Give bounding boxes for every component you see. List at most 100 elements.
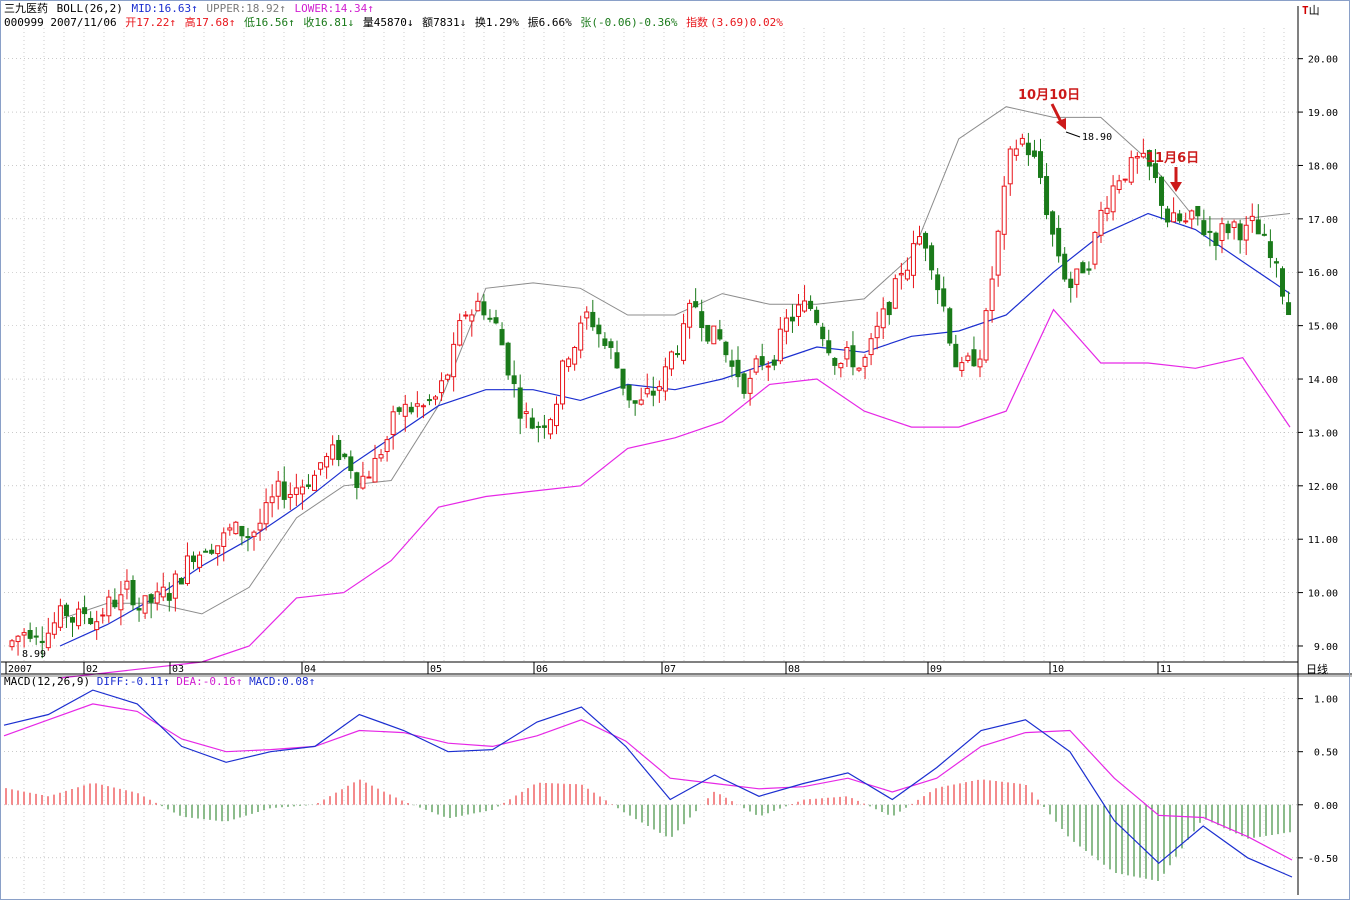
candle-up — [330, 444, 336, 460]
candle-up — [1098, 209, 1104, 236]
candle-down — [239, 525, 245, 537]
candle-up — [644, 388, 650, 395]
candle-down — [63, 604, 69, 617]
candle-up — [451, 343, 457, 378]
y-tick-label: 20.00 — [1308, 55, 1338, 66]
candle-up — [1243, 224, 1249, 241]
candle-down — [789, 316, 795, 322]
candle-down — [70, 617, 75, 623]
candle-up — [263, 502, 269, 525]
period-label: 日线 — [1306, 662, 1328, 676]
candle-up — [560, 360, 566, 405]
candle-down — [245, 536, 251, 539]
logo-mark: T — [1302, 4, 1309, 17]
annotation-nov6: 11月6日 — [1146, 151, 1199, 166]
candle-down — [602, 338, 608, 346]
candle-down — [596, 324, 602, 335]
candle-down — [112, 599, 118, 608]
candle-down — [1044, 176, 1050, 216]
candle-down — [1025, 142, 1031, 156]
candle-down — [832, 357, 838, 366]
candle-up — [1219, 223, 1225, 241]
candle-down — [27, 630, 33, 639]
candle-up — [1189, 210, 1195, 220]
mid-label: MID:16.63↑ — [131, 2, 198, 15]
candle-down — [929, 245, 935, 271]
candle-up — [656, 386, 662, 391]
y-tick-label: 15.00 — [1308, 322, 1338, 333]
candle-up — [753, 358, 759, 373]
upper-band-line — [59, 106, 1291, 620]
candle-down — [130, 580, 136, 606]
candle-up — [1128, 157, 1134, 183]
candle-up — [584, 311, 590, 319]
candle-down — [626, 384, 632, 401]
candle-up — [844, 347, 850, 360]
candle-down — [590, 311, 596, 328]
candle-up — [457, 320, 463, 346]
candle-down — [971, 349, 977, 367]
candle-up — [989, 278, 995, 311]
candle-down — [336, 439, 342, 461]
candle-up — [898, 273, 904, 276]
candle-down — [305, 484, 311, 487]
candle-down — [281, 481, 287, 500]
amplitude-label: 振6.66% — [527, 16, 572, 29]
x-tick-label: 05 — [430, 664, 442, 675]
diff-label: DIFF:-0.11↑ — [96, 675, 170, 688]
low-price-label: 8.99 — [22, 649, 46, 660]
candle-up — [856, 367, 862, 371]
candle-down — [1255, 219, 1261, 235]
candle-up — [257, 522, 263, 531]
candle-up — [765, 365, 771, 368]
candle-down — [348, 456, 354, 471]
candle-up — [572, 347, 578, 365]
candle-up — [366, 476, 372, 479]
candle-up — [160, 586, 166, 598]
candle-down — [953, 343, 959, 368]
candle-up — [1092, 231, 1098, 265]
candle-down — [759, 356, 765, 366]
candle-down — [33, 635, 39, 638]
candle-up — [868, 338, 874, 356]
candle-down — [1225, 223, 1231, 234]
turnover-label: 换1.29% — [474, 16, 519, 29]
candle-up — [1104, 207, 1110, 214]
candle-up — [184, 555, 190, 584]
candle-up — [15, 635, 21, 643]
candle-up — [1134, 156, 1140, 159]
candle-up — [747, 377, 753, 394]
axes: 20.00 19.00 18.00 17.00 16.00 15.00 14.00 13.00… — [0, 6, 1352, 895]
candle-up — [197, 554, 203, 568]
header-line-1: 三九医药 BOLL(26,2) MID:16.63↑ UPPER:18.92↑ … — [4, 2, 376, 16]
candle-down — [1152, 163, 1158, 178]
index-value: (3.69)0.02% — [710, 16, 783, 29]
candle-up — [1140, 152, 1146, 158]
candle-up — [439, 380, 445, 394]
candle-down — [1195, 205, 1201, 217]
candle-up — [154, 591, 160, 604]
candle-up — [904, 269, 910, 280]
candle-up — [414, 403, 420, 407]
candle-up — [312, 474, 317, 491]
candle-down — [1207, 230, 1213, 233]
candle-up — [554, 403, 559, 427]
candle-up — [142, 595, 148, 614]
candle-down — [814, 309, 820, 324]
candle-up — [1183, 220, 1189, 223]
candle-down — [826, 340, 832, 354]
candle-down — [541, 425, 547, 428]
candle-down — [699, 311, 705, 329]
app-logo[interactable]: T山 — [1302, 2, 1320, 18]
candle-down — [808, 300, 814, 309]
candle-up — [378, 454, 384, 459]
candle-down — [529, 417, 535, 429]
upper-label: UPPER:18.92↑ — [206, 2, 286, 15]
candle-up — [118, 594, 124, 611]
candle-up — [94, 621, 100, 631]
candle-up — [318, 462, 324, 470]
x-tick-label: 2007 — [8, 664, 32, 675]
candle-up — [681, 323, 687, 361]
candle-down — [493, 317, 499, 324]
